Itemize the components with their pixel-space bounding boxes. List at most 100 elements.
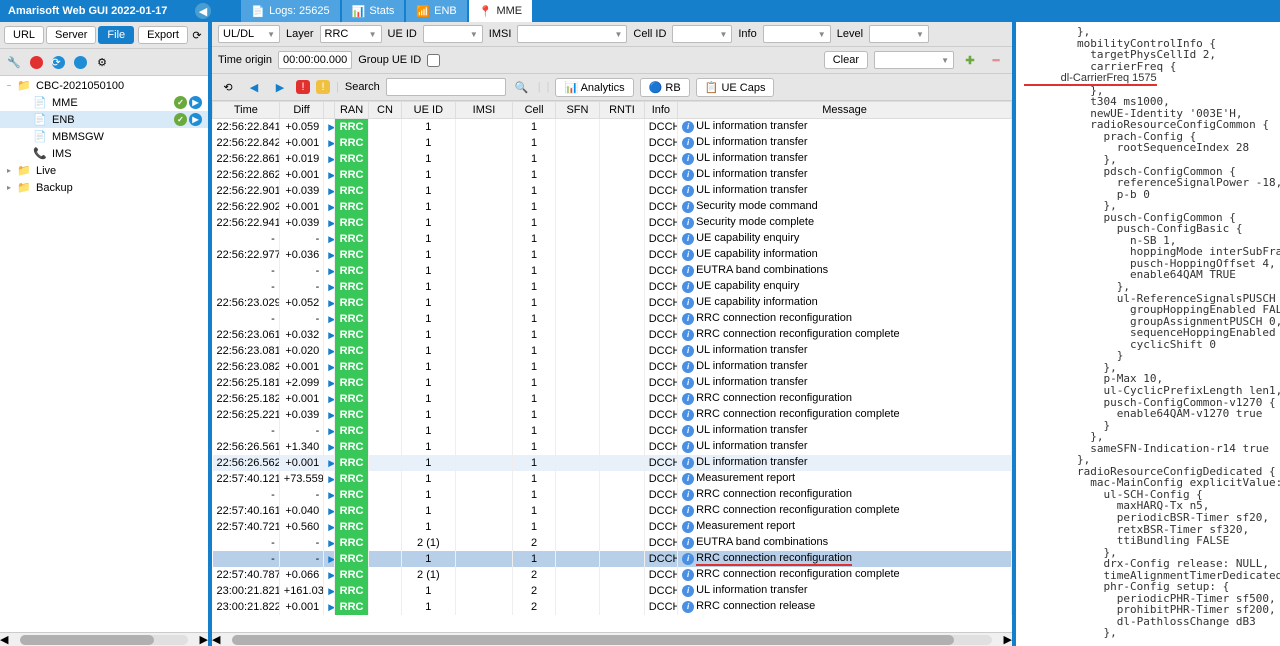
warn-icon[interactable]: ! [316,80,330,94]
prev-icon[interactable]: ◀ [244,77,264,97]
table-row[interactable]: 22:56:22.901+0.039▶RRC11DCCHiUL informat… [213,183,1012,199]
layer-label: Layer [286,28,314,40]
stop-icon[interactable] [26,52,46,72]
table-row[interactable]: 22:56:25.181+2.099▶RRC11DCCHiUL informat… [213,375,1012,391]
table-row[interactable]: 22:56:23.082+0.001▶RRC11DCCHiDL informat… [213,359,1012,375]
level-combo[interactable]: ▼ [869,25,929,43]
table-row[interactable]: --▶RRC11DCCHiRRC connection reconfigurat… [213,487,1012,503]
tree-item-cbc-2021050100[interactable]: −📁CBC-2021050100 [0,77,208,94]
power-icon[interactable] [70,52,90,72]
collapse-sidebar-icon[interactable]: ◀ [195,3,211,19]
add-icon[interactable]: ✚ [960,50,980,70]
group-ueid-checkbox[interactable] [427,54,440,67]
col-dir[interactable] [324,102,335,119]
wrench-icon[interactable]: 🔧 [4,52,24,72]
table-row[interactable]: 22:57:40.787+0.066▶RRC2 (1)2DCCHiRRC con… [213,567,1012,583]
filter-bar: UL/DL▼ Layer RRC▼ UE ID ▼ IMSI ▼ Cell ID… [212,22,1012,47]
file-button[interactable]: File [98,26,134,44]
table-row[interactable]: 22:56:22.902+0.001▶RRC11DCCHiSecurity mo… [213,199,1012,215]
table-row[interactable]: 22:57:40.721+0.560▶RRC11DCCHiMeasurement… [213,519,1012,535]
col-ue-id[interactable]: UE ID [402,102,455,119]
next-icon[interactable]: ▶ [270,77,290,97]
tree-item-backup[interactable]: ▸📁Backup [0,179,208,196]
table-row[interactable]: --▶RRC11DCCHiRRC connection reconfigurat… [213,551,1012,567]
tab-enb[interactable]: 📶ENB [406,0,466,22]
clear-button[interactable]: Clear [824,51,868,69]
app-title: Amarisoft Web GUI 2022-01-17 [4,5,171,17]
imsi-combo[interactable]: ▼ [517,25,627,43]
col-cn[interactable]: CN [368,102,401,119]
table-row[interactable]: 22:57:40.121+73.559▶RRC11DCCHiMeasuremen… [213,471,1012,487]
layer-combo[interactable]: RRC▼ [320,25,382,43]
detail-panel[interactable]: }, mobilityControlInfo { targetPhysCellI… [1016,22,1280,646]
rb-button[interactable]: 🔵 RB [640,78,690,97]
tab-logs--25625[interactable]: 📄Logs: 25625 [241,0,339,22]
reload-icon[interactable]: ⟲ [218,77,238,97]
search-input[interactable] [386,78,506,96]
tabs: 📄Logs: 25625📊Stats📶ENB📍MME [241,0,534,22]
tab-mme[interactable]: 📍MME [469,0,532,22]
clear-combo[interactable]: ▼ [874,51,954,69]
table-header-row: TimeDiff RANCNUE IDIMSICellSFNRNTIInfoMes… [213,102,1012,119]
table-row[interactable]: --▶RRC2 (1)2DCCHiEUTRA band combinations [213,535,1012,551]
binoculars-icon[interactable]: 🔍 [512,77,532,97]
uldl-combo[interactable]: UL/DL▼ [218,25,280,43]
tree-item-enb[interactable]: 📄ENB✓▶ [0,111,208,128]
table-row[interactable]: --▶RRC11DCCHiEUTRA band combinations [213,263,1012,279]
export-button[interactable]: Export [138,26,188,44]
table-row[interactable]: 22:56:26.561+1.340▶RRC11DCCHiUL informat… [213,439,1012,455]
url-button[interactable]: URL [4,26,44,44]
table-row[interactable]: 23:00:21.822+0.001▶RRC12DCCHiRRC connect… [213,599,1012,615]
error-icon[interactable]: ! [296,80,310,94]
restart-icon[interactable]: ⟳ [48,52,68,72]
table-row[interactable]: 22:56:22.842+0.001▶RRC11DCCHiDL informat… [213,135,1012,151]
col-message[interactable]: Message [678,102,1012,119]
table-row[interactable]: 22:56:23.081+0.020▶RRC11DCCHiUL informat… [213,343,1012,359]
col-rnti[interactable]: RNTI [600,102,645,119]
table-row[interactable]: 23:00:21.821+161.034▶RRC12DCCHiUL inform… [213,583,1012,599]
table-row[interactable]: 22:56:23.061+0.032▶RRC11DCCHiRRC connect… [213,327,1012,343]
sidebar-source-toolbar: URL Server File Export ⟳ [0,22,208,49]
tree-item-live[interactable]: ▸📁Live [0,162,208,179]
table-row[interactable]: 22:56:26.562+0.001▶RRC11DCCHiDL informat… [213,455,1012,471]
col-info[interactable]: Info [644,102,677,119]
cellid-combo[interactable]: ▼ [672,25,732,43]
table-row[interactable]: 22:56:22.862+0.001▶RRC11DCCHiDL informat… [213,167,1012,183]
col-time[interactable]: Time [213,102,280,119]
tree-item-mbmsgw[interactable]: 📄MBMSGW [0,128,208,145]
sidebar-hscroll[interactable]: ◀▶ [0,632,208,646]
info-combo[interactable]: ▼ [763,25,831,43]
server-button[interactable]: Server [46,26,96,44]
table-row[interactable]: --▶RRC11DCCHiRRC connection reconfigurat… [213,311,1012,327]
time-origin-input[interactable]: 00:00:00.000 [278,51,352,69]
table-hscroll[interactable]: ◀▶ [212,632,1012,646]
tab-stats[interactable]: 📊Stats [342,0,405,22]
table-row[interactable]: 22:56:25.221+0.039▶RRC11DCCHiRRC connect… [213,407,1012,423]
uecaps-button[interactable]: 📋 UE Caps [696,78,775,97]
col-cell[interactable]: Cell [513,102,555,119]
tree-item-mme[interactable]: 📄MME✓▶ [0,94,208,111]
table-row[interactable]: 22:56:22.841+0.059▶RRC11DCCHiUL informat… [213,119,1012,135]
ueid-combo[interactable]: ▼ [423,25,483,43]
table-row[interactable]: --▶RRC11DCCHiUL information transfer [213,423,1012,439]
col-diff[interactable]: Diff [279,102,324,119]
file-tree: −📁CBC-2021050100📄MME✓▶📄ENB✓▶📄MBMSGW📞IMS▸… [0,76,208,632]
table-row[interactable]: 22:56:22.941+0.039▶RRC11DCCHiSecurity mo… [213,215,1012,231]
col-sfn[interactable]: SFN [555,102,600,119]
refresh-icon[interactable]: ⟳ [190,25,204,45]
col-imsi[interactable]: IMSI [455,102,513,119]
table-row[interactable]: 22:56:22.861+0.019▶RRC11DCCHiUL informat… [213,151,1012,167]
ueid-label: UE ID [388,28,417,40]
table-row[interactable]: --▶RRC11DCCHiUE capability enquiry [213,279,1012,295]
table-row[interactable]: --▶RRC11DCCHiUE capability enquiry [213,231,1012,247]
log-table-wrap[interactable]: TimeDiff RANCNUE IDIMSICellSFNRNTIInfoMes… [212,101,1012,632]
table-row[interactable]: 22:56:25.182+0.001▶RRC11DCCHiRRC connect… [213,391,1012,407]
table-row[interactable]: 22:56:23.029+0.052▶RRC11DCCHiUE capabili… [213,295,1012,311]
analytics-button[interactable]: 📊 Analytics [555,78,633,97]
table-row[interactable]: 22:56:22.977+0.036▶RRC11DCCHiUE capabili… [213,247,1012,263]
settings-icon[interactable]: ⚙ [92,52,112,72]
col-ran[interactable]: RAN [335,102,368,119]
remove-icon[interactable]: ━ [986,50,1006,70]
table-row[interactable]: 22:57:40.161+0.040▶RRC11DCCHiRRC connect… [213,503,1012,519]
tree-item-ims[interactable]: 📞IMS [0,145,208,162]
